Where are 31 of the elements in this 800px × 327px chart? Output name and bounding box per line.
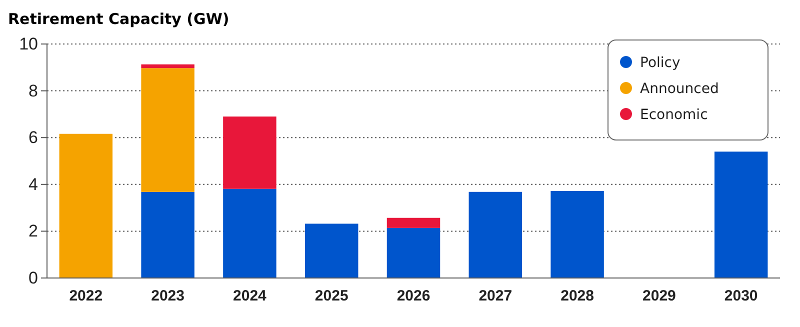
x-tick-label: 2027 [478,288,512,305]
x-tick-label: 2022 [69,288,103,305]
bar [59,134,113,278]
y-tick-label: 10 [19,34,38,54]
x-tick-label: 2024 [233,288,268,305]
y-tick-label: 0 [28,268,38,288]
x-tick-label: 2026 [396,288,430,305]
bar [386,218,440,228]
x-tick-label: 2030 [724,288,758,305]
x-tick-label: 2028 [560,288,594,305]
bar [223,188,276,278]
bar [468,192,522,278]
bar [386,228,440,278]
legend-label: Policy [640,55,680,71]
y-tick-label: 2 [28,222,38,241]
chart-title: Retirement Capacity (GW) [8,10,230,28]
y-tick-label: 4 [28,174,38,194]
x-tick-label: 2029 [642,288,676,305]
y-tick-label: 6 [28,128,38,148]
x-tick-label: 2023 [151,288,184,305]
bar [304,224,358,278]
x-tick-label: 2025 [314,288,348,305]
legend-label: Economic [640,107,708,123]
bar [141,64,194,68]
bar [550,190,604,278]
legend-label: Announced [640,81,719,97]
bar [141,68,194,192]
bar [223,116,276,189]
bar [141,192,194,278]
y-tick-label: 8 [28,81,38,100]
bar [714,152,768,278]
